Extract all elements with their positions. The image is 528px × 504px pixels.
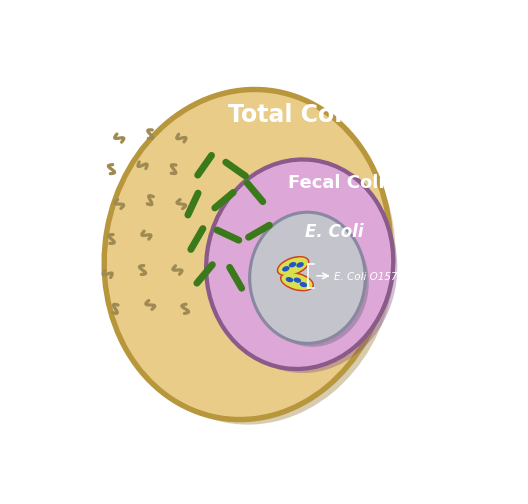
Ellipse shape: [286, 277, 293, 282]
Ellipse shape: [248, 211, 367, 345]
Ellipse shape: [115, 100, 395, 425]
Ellipse shape: [296, 262, 304, 268]
Ellipse shape: [256, 219, 369, 347]
Ellipse shape: [277, 256, 309, 276]
Ellipse shape: [294, 278, 301, 283]
Ellipse shape: [251, 214, 364, 342]
Text: Total Coliform: Total Coliform: [228, 103, 414, 127]
Ellipse shape: [280, 272, 314, 291]
Ellipse shape: [101, 87, 393, 422]
Ellipse shape: [282, 266, 289, 272]
Ellipse shape: [299, 282, 307, 287]
Ellipse shape: [281, 274, 313, 290]
Ellipse shape: [204, 157, 395, 371]
Text: Fecal Coliform: Fecal Coliform: [288, 174, 432, 192]
Ellipse shape: [107, 92, 388, 417]
Text: E. Coli O157:H7: E. Coli O157:H7: [334, 272, 416, 282]
Ellipse shape: [278, 258, 308, 275]
Text: E. Coli: E. Coli: [305, 223, 364, 241]
Ellipse shape: [214, 168, 398, 373]
Ellipse shape: [289, 262, 296, 268]
Ellipse shape: [208, 162, 391, 367]
